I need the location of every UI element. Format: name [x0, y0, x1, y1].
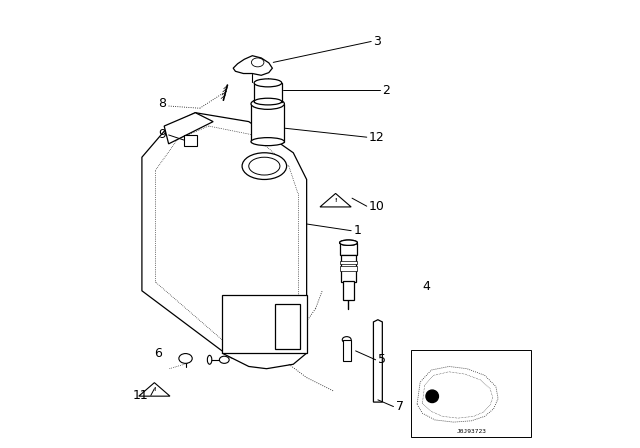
Polygon shape [164, 113, 213, 144]
Text: 2: 2 [382, 84, 390, 97]
Bar [340, 260, 357, 264]
Bar [342, 340, 351, 361]
Text: J0J93723: J0J93723 [456, 429, 486, 434]
Bar [275, 304, 300, 349]
Ellipse shape [251, 98, 284, 109]
Text: 4: 4 [422, 280, 430, 293]
Polygon shape [373, 320, 382, 402]
Ellipse shape [179, 353, 192, 363]
Ellipse shape [254, 98, 282, 105]
Bar [222, 295, 307, 353]
Bar [340, 243, 357, 255]
Text: 8: 8 [158, 97, 166, 110]
Text: 7: 7 [396, 400, 404, 413]
Text: 5: 5 [378, 353, 386, 366]
Bar [251, 104, 284, 142]
Bar [184, 135, 196, 146]
Ellipse shape [207, 355, 212, 364]
Polygon shape [233, 56, 273, 75]
Ellipse shape [251, 138, 284, 146]
Polygon shape [142, 113, 307, 366]
Ellipse shape [342, 336, 351, 343]
Text: 9: 9 [159, 129, 166, 142]
Polygon shape [139, 383, 170, 396]
Ellipse shape [242, 153, 287, 180]
Text: 11: 11 [133, 389, 148, 402]
Polygon shape [222, 353, 307, 369]
Ellipse shape [340, 240, 357, 246]
Ellipse shape [220, 356, 229, 363]
Text: 10: 10 [369, 200, 385, 213]
Text: !: ! [334, 198, 337, 202]
Bar [341, 255, 356, 282]
Ellipse shape [254, 79, 282, 87]
Text: 12: 12 [369, 131, 385, 144]
Circle shape [426, 390, 438, 403]
Text: 1: 1 [353, 224, 361, 237]
Bar [412, 350, 531, 437]
Text: 3: 3 [373, 35, 381, 48]
Text: !: ! [153, 387, 156, 392]
Text: 6: 6 [154, 347, 162, 360]
Bar [340, 266, 357, 271]
Bar [343, 281, 355, 300]
Bar [254, 83, 282, 102]
Polygon shape [320, 194, 351, 207]
Ellipse shape [340, 240, 357, 246]
